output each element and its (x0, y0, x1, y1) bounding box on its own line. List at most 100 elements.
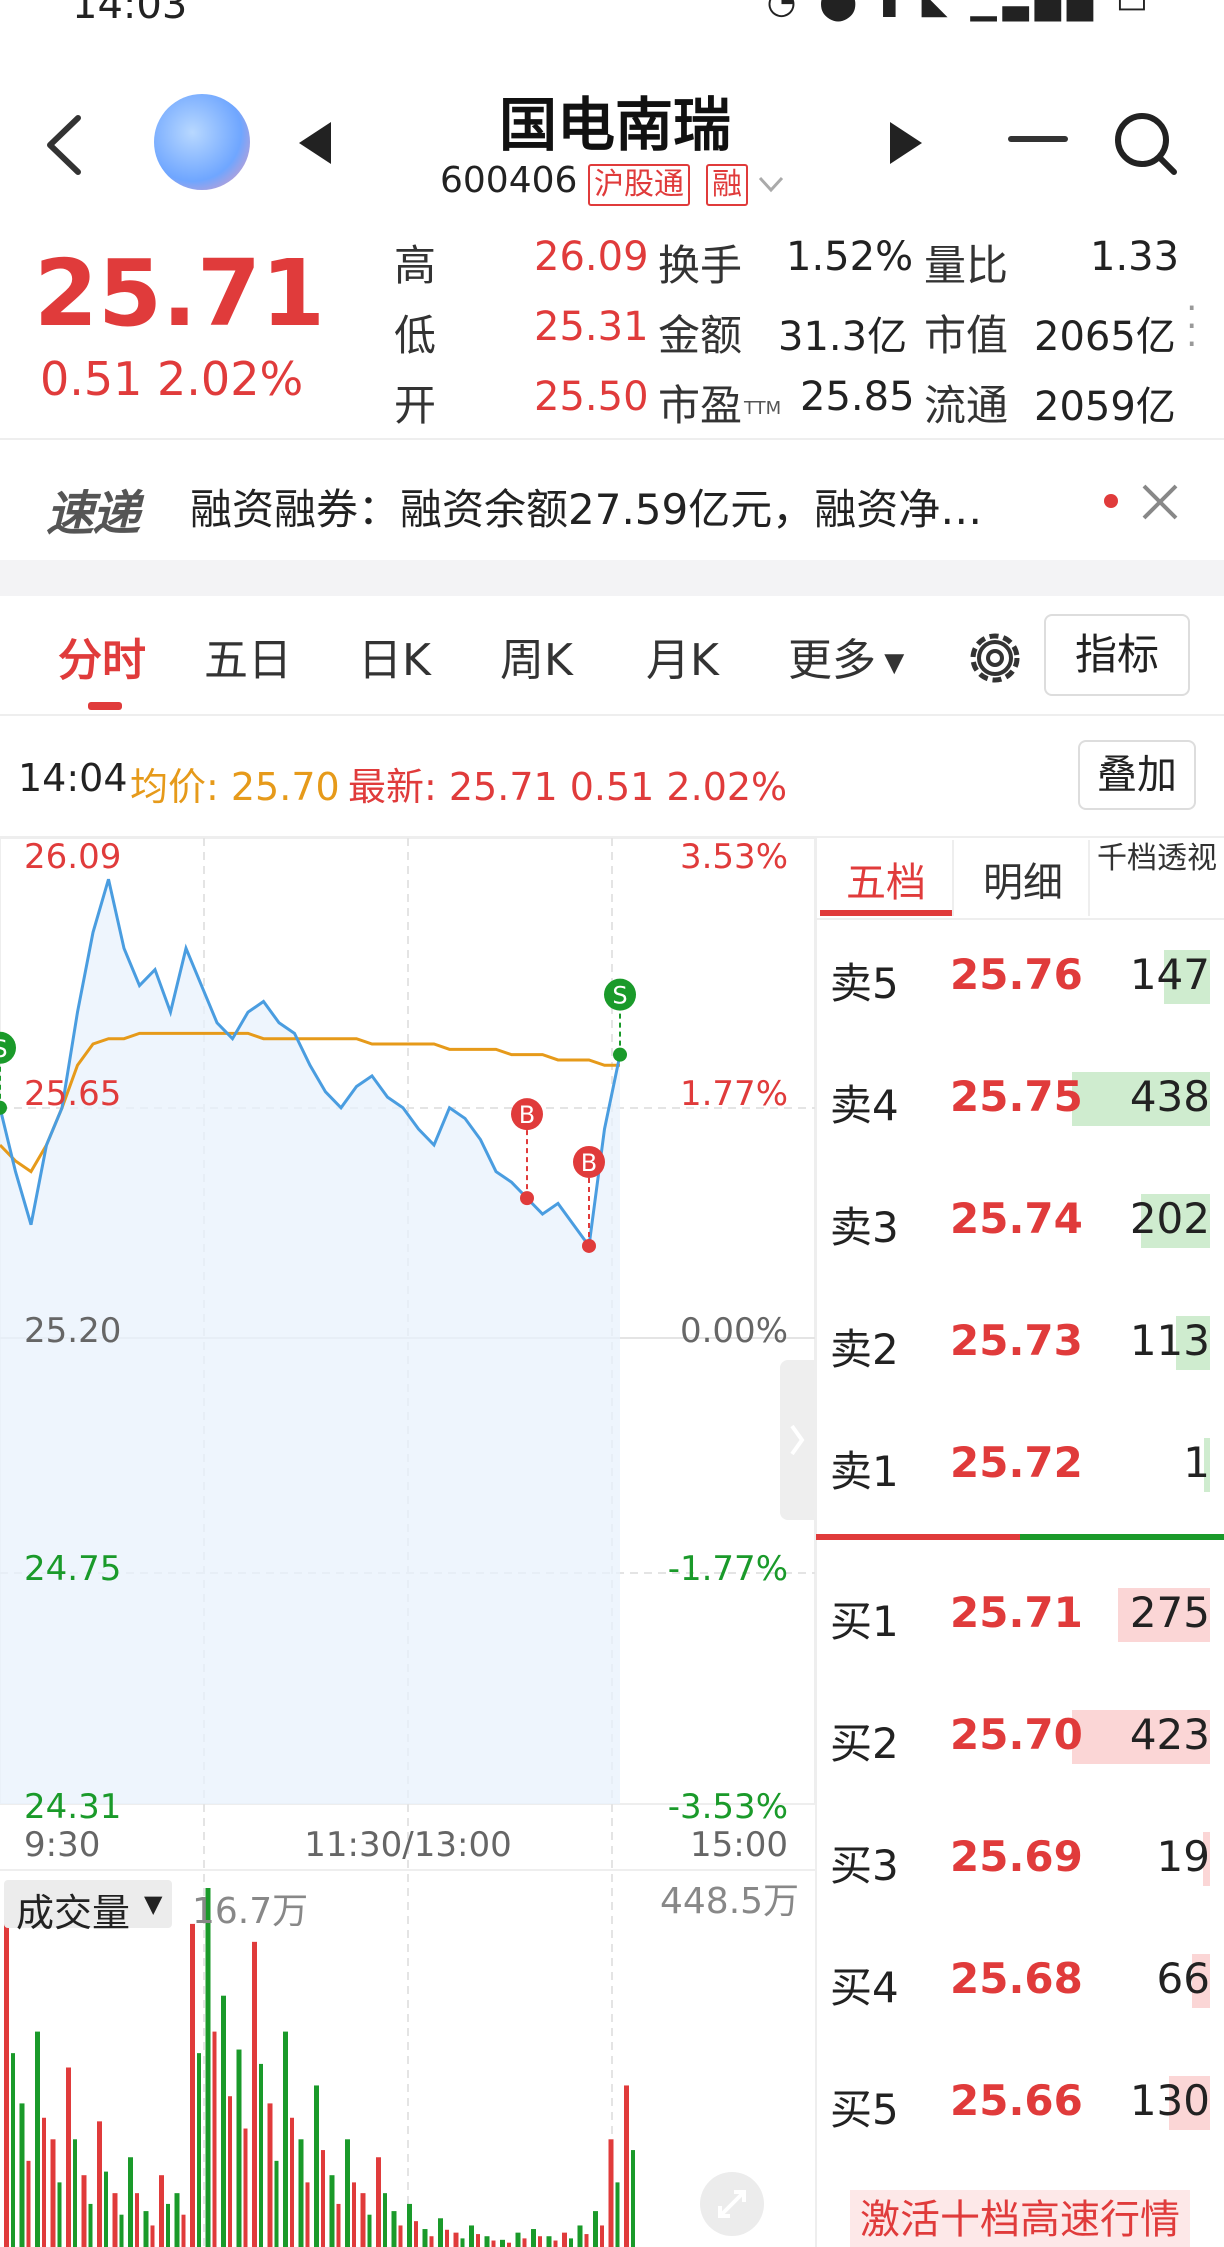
volume-bar (469, 2225, 474, 2247)
volume-bar (119, 2214, 124, 2247)
volume-depth-bar (1118, 1588, 1210, 1642)
order-book-row[interactable]: 卖4 25.75 438 (816, 1064, 1224, 1134)
tab-more[interactable]: 更多 ▼ (788, 624, 904, 688)
intraday-chart[interactable]: S B B S 26.09 25.65 25.20 24.75 24.31 3.53% 1.77%… (0, 838, 815, 2247)
average-price-line (0, 1031, 620, 1174)
volume-bar (484, 2236, 490, 2247)
tab-weekly-k[interactable]: 周K (500, 635, 573, 686)
order-book-row[interactable]: 买3 25.69 19 (816, 1824, 1224, 1894)
tab-intraday[interactable]: 分时 (58, 635, 146, 686)
order-price: 25.74 (950, 1194, 1083, 1243)
order-book-row[interactable]: 买1 25.71 275 (816, 1580, 1224, 1650)
order-quantity: 275 (1129, 1588, 1210, 1637)
divider (0, 836, 1224, 838)
low-value: 25.31 (534, 304, 649, 350)
avatar[interactable] (154, 94, 250, 190)
x-tick: 11:30/13:00 (304, 1825, 511, 1865)
signal-icon: ▁▃▅▇ (970, 0, 1100, 22)
pe-value: 25.85 (800, 374, 915, 420)
tab-monthly-k[interactable]: 月K (646, 635, 719, 686)
volume-bar (252, 1941, 257, 2247)
volume-selector[interactable]: 成交量 ▼ (4, 1880, 172, 1935)
price-change: 0.51 2.02% (40, 352, 304, 406)
volume-bar (174, 2193, 180, 2247)
bid-ask-ratio-green (1020, 1534, 1224, 1540)
minus-icon[interactable] (1008, 136, 1068, 142)
volume-depth-bar (1203, 1832, 1210, 1886)
volume-bar (236, 2049, 242, 2247)
volume-bar (631, 2150, 635, 2247)
indicator-button[interactable]: 指标 (1044, 614, 1190, 696)
volume-bar (190, 1923, 195, 2247)
y-tick-left: 26.09 (24, 838, 121, 877)
tab-daily-k[interactable]: 日K (358, 635, 431, 686)
x-tick: 9:30 (24, 1825, 100, 1865)
average-price: 均价: 25.70 (130, 765, 340, 809)
volume-bar (283, 2031, 288, 2247)
order-book-row[interactable]: 卖2 25.73 113 (816, 1308, 1224, 1378)
back-icon[interactable] (40, 110, 90, 180)
order-level-label: 买1 (830, 1597, 899, 1646)
news-ticker-text[interactable]: 融资融券：融资余额27.59亿元，融资净… (190, 485, 983, 534)
order-book-row[interactable]: 卖5 25.76 147 (816, 942, 1224, 1012)
order-quantity: 66 (1156, 1954, 1210, 2003)
chevron-down-icon[interactable] (756, 172, 786, 196)
volume-bar (4, 1923, 9, 2247)
close-icon[interactable] (1138, 480, 1182, 524)
status-time: 14:03 (72, 0, 188, 28)
order-book-row[interactable]: 卖1 25.72 1 (816, 1430, 1224, 1500)
expand-icon[interactable] (700, 2172, 764, 2236)
order-price: 25.70 (950, 1710, 1083, 1759)
marker-dot (582, 1238, 596, 1253)
gear-icon[interactable] (962, 625, 1028, 691)
order-level-label: 买2 (830, 1719, 899, 1768)
volume-bar (212, 2031, 217, 2247)
y-tick-right: -1.77% (668, 1549, 788, 1589)
order-book-row[interactable]: 买5 25.66 130 (816, 2068, 1224, 2138)
volume-bar (50, 2139, 56, 2247)
volume-depth-bar (1164, 950, 1210, 1004)
volume-bar (35, 2031, 40, 2247)
activate-level10-link[interactable]: 激活十档高速行情 (850, 2190, 1190, 2247)
prev-stock-icon[interactable] (295, 118, 335, 168)
open-label: 开 (394, 381, 437, 430)
tab-depth-view[interactable]: 千档透视 (1097, 841, 1217, 876)
tab-trade-details[interactable]: 明细 (983, 860, 1063, 906)
marker-label: S (612, 982, 627, 1010)
order-book-row[interactable]: 买2 25.70 423 (816, 1702, 1224, 1772)
tab-five-day[interactable]: 五日 (204, 635, 292, 686)
volume-bar (66, 2067, 71, 2247)
more-dots-icon[interactable]: · · · (1186, 288, 1198, 365)
drawer-handle[interactable] (780, 1360, 814, 1520)
order-book-row[interactable]: 买4 25.68 66 (816, 1946, 1224, 2016)
latest-price: 最新: 25.71 0.51 2.02% (348, 765, 788, 809)
volume-depth-bar (1141, 1194, 1210, 1248)
volume-bar (438, 2218, 443, 2247)
tab-five-levels[interactable]: 五档 (846, 860, 926, 906)
volume-bar (624, 2085, 629, 2247)
volume-bar (166, 2203, 170, 2247)
overlay-button[interactable]: 叠加 (1078, 740, 1196, 810)
volume-depth-bar (1175, 1316, 1210, 1370)
volume-bar (11, 2053, 15, 2247)
news-unread-dot (1104, 494, 1118, 508)
divider (0, 438, 1224, 440)
marker-dot (0, 1100, 7, 1115)
volume-bar (336, 2203, 341, 2247)
volume-bar (429, 2236, 434, 2247)
volume-bar (460, 2238, 465, 2247)
y-tick-right: -3.53% (668, 1787, 788, 1827)
volume-bar (569, 2238, 573, 2247)
order-level-label: 卖1 (830, 1447, 899, 1496)
next-stock-icon[interactable] (886, 118, 926, 168)
volume-bar (422, 2229, 428, 2247)
volume-bar (491, 2240, 496, 2247)
order-price: 25.72 (950, 1438, 1083, 1487)
volume-bar (112, 2193, 118, 2247)
search-icon[interactable] (1112, 110, 1180, 178)
order-book-row[interactable]: 卖3 25.74 202 (816, 1186, 1224, 1256)
y-tick-left: 24.75 (24, 1549, 121, 1589)
location-icon: ⬤ (819, 0, 864, 22)
divider (952, 840, 954, 916)
volume-ratio-label: 量比 (924, 241, 1009, 290)
